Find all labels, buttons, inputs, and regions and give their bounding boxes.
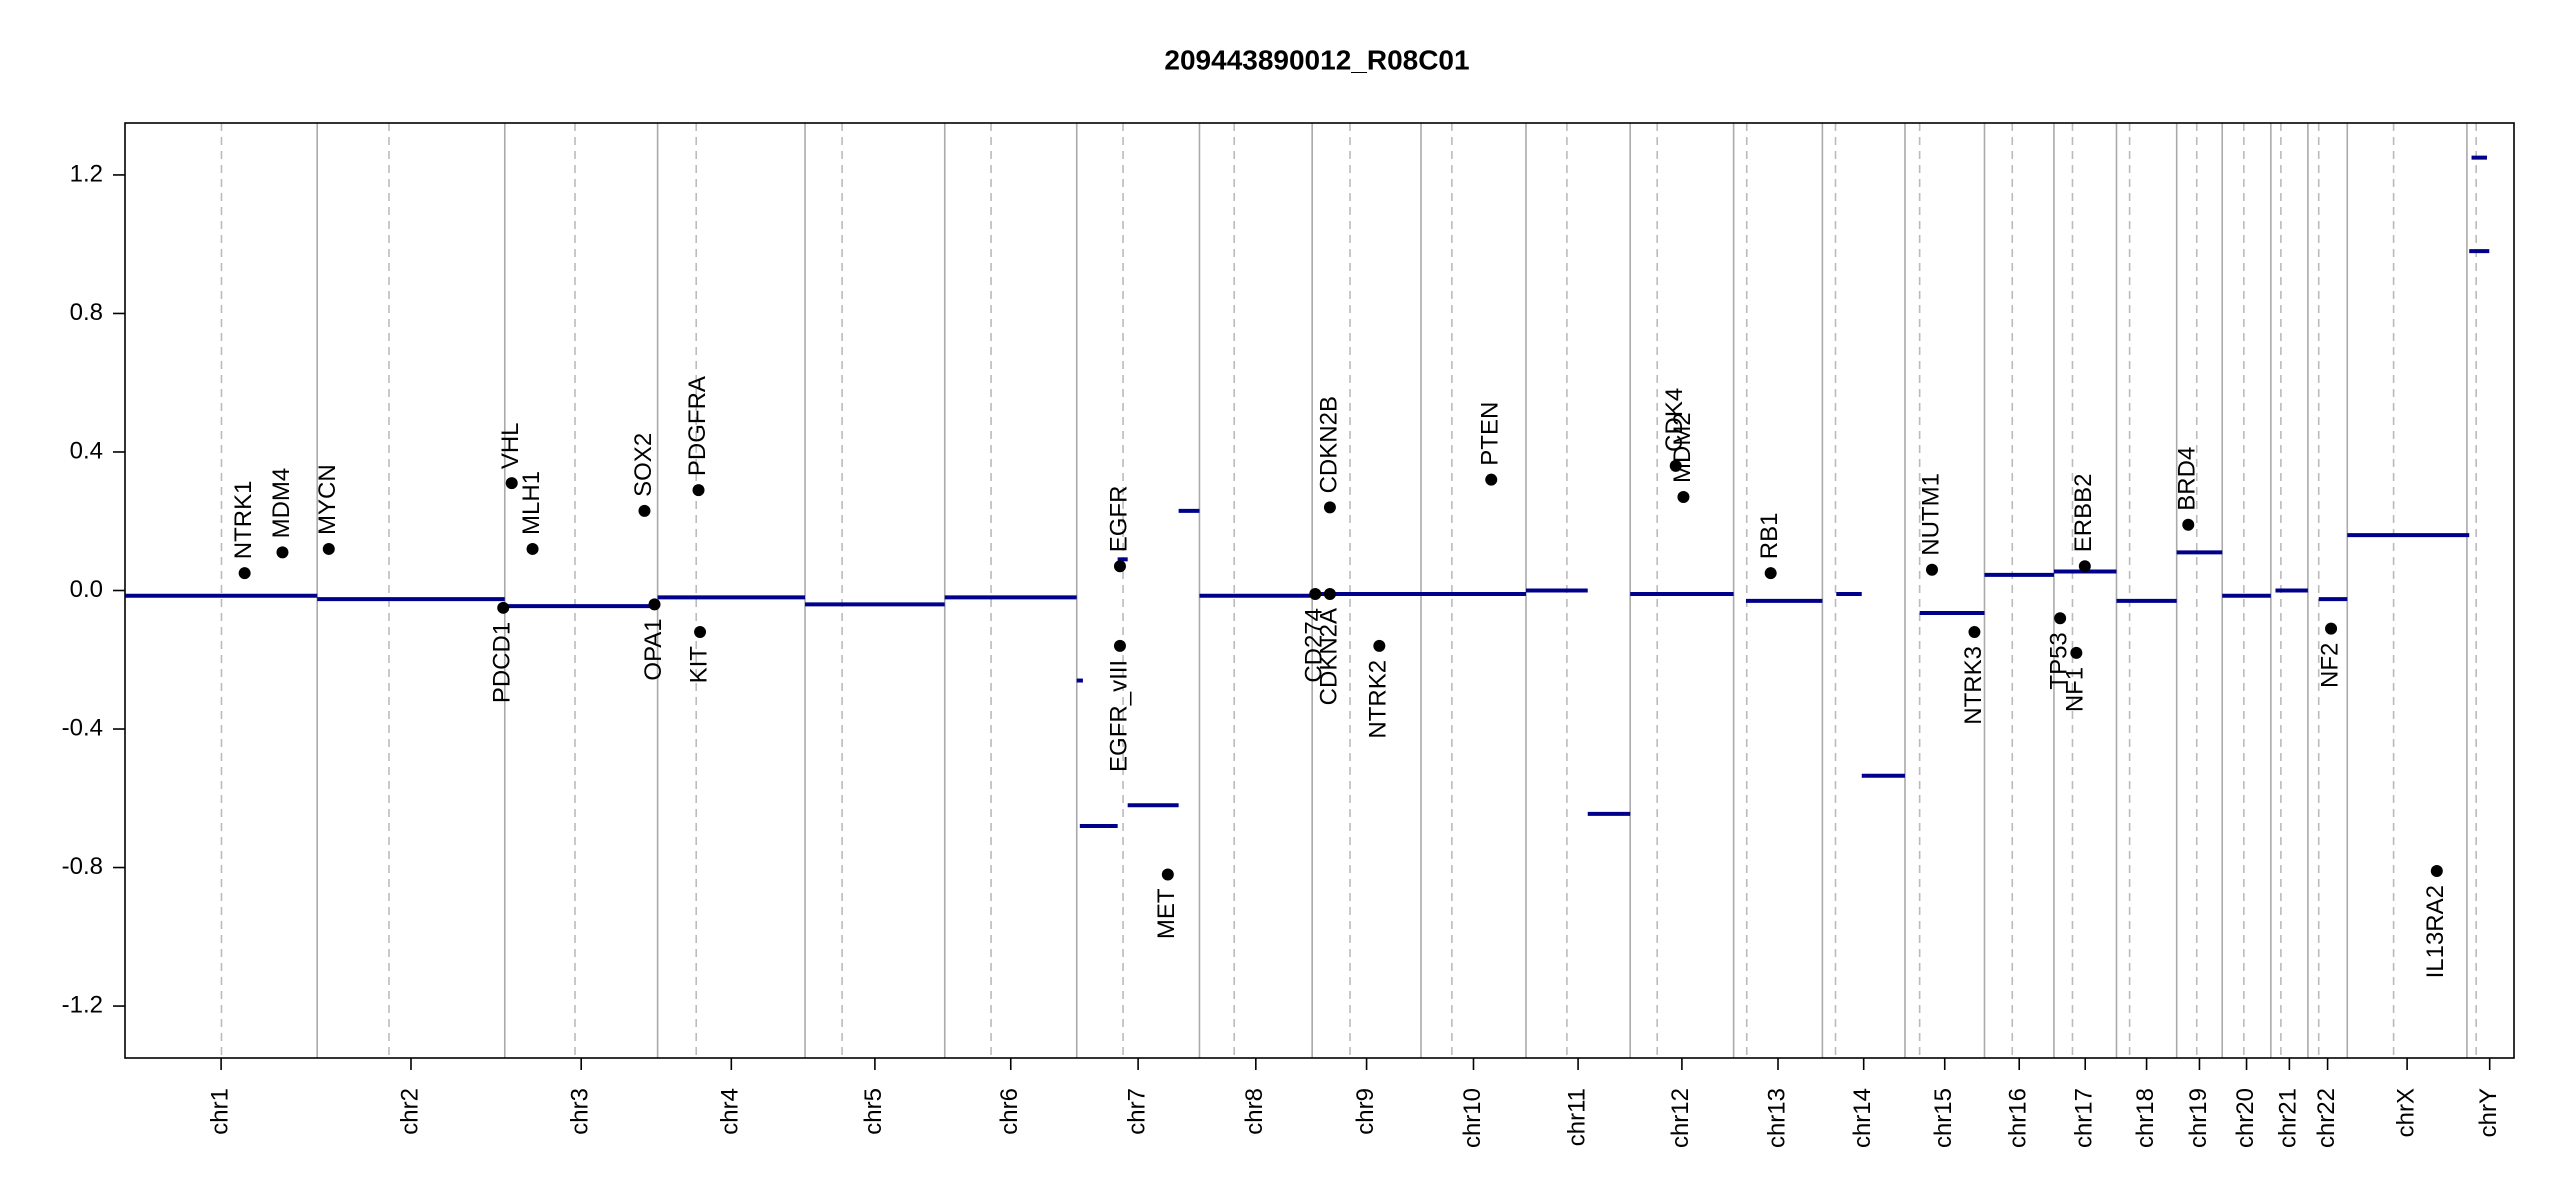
- x-tick-label: chr12: [1667, 1088, 1694, 1148]
- gene-point: [238, 567, 251, 580]
- gene-point: [2182, 518, 2195, 531]
- x-tick-label: chrY: [2475, 1088, 2502, 1137]
- x-tick-label: chr22: [2313, 1088, 2340, 1148]
- gene-point: [2070, 646, 2083, 659]
- gene-point: [2430, 865, 2443, 877]
- chart-title: 209443890012_R08C01: [1164, 44, 1469, 75]
- gene-point: [276, 546, 289, 559]
- x-tick-label: chr19: [2185, 1088, 2212, 1148]
- gene-label: NF2: [2316, 643, 2343, 688]
- x-tick-label: chr7: [1123, 1088, 1150, 1135]
- gene-label: NTRK3: [1960, 646, 1987, 725]
- y-tick-label: 0.0: [70, 576, 103, 603]
- gene-label: BRD4: [2174, 447, 2201, 511]
- gene-label: PTEN: [1477, 402, 1504, 466]
- gene-label: MDM2: [1669, 412, 1696, 483]
- gene-point: [505, 477, 518, 490]
- gene-label: VHL: [497, 422, 524, 469]
- gene-label: SOX2: [630, 433, 657, 497]
- gene-label: NTRK1: [230, 480, 257, 559]
- x-tick-label: chr1: [206, 1088, 233, 1135]
- y-tick-label: 0.8: [70, 299, 103, 326]
- x-tick-label: chr20: [2232, 1088, 2259, 1148]
- gene-point: [1113, 639, 1126, 652]
- gene-point: [497, 601, 510, 614]
- y-tick-label: -0.4: [62, 714, 103, 741]
- gene-label: TP53: [2045, 632, 2072, 689]
- gene-label: CDKN2B: [1315, 396, 1342, 493]
- x-tick-label: chr6: [996, 1088, 1023, 1135]
- x-tick-label: chr4: [717, 1088, 744, 1135]
- gene-point: [322, 542, 335, 555]
- x-tick-label: chr18: [2132, 1088, 2159, 1148]
- gene-label: OPA1: [640, 618, 667, 680]
- gene-point: [2054, 612, 2067, 625]
- gene-label: NTRK2: [1365, 660, 1392, 739]
- x-tick-label: chr8: [1241, 1088, 1268, 1135]
- x-tick-label: chr11: [1563, 1088, 1590, 1146]
- gene-point: [1677, 491, 1690, 503]
- gene-label: MLH1: [518, 471, 545, 535]
- gene-label: MYCN: [314, 464, 341, 535]
- x-tick-label: chr2: [396, 1088, 423, 1135]
- gene-label: CDK4: [1661, 388, 1688, 452]
- gene-label: IL13RA2: [2422, 885, 2449, 978]
- gene-point: [1309, 587, 1322, 600]
- gene-label: EGFR_vIII: [1105, 660, 1132, 772]
- x-tick-label: chr14: [1849, 1088, 1876, 1148]
- x-tick-label: chr3: [567, 1088, 594, 1135]
- gene-label: MET: [1153, 888, 1180, 939]
- y-tick-label: -1.2: [62, 991, 103, 1018]
- gene-label: ERBB2: [2070, 474, 2097, 553]
- gene-label: RB1: [1756, 512, 1783, 559]
- gene-label: NF1: [2062, 667, 2089, 712]
- gene-point: [1764, 567, 1777, 580]
- gene-point: [1373, 639, 1386, 652]
- plot-frame: [124, 122, 2515, 1059]
- gene-label: KIT: [685, 646, 712, 684]
- y-tick-label: -0.8: [62, 853, 103, 880]
- gene-point: [1485, 473, 1498, 486]
- gene-point: [1669, 459, 1682, 472]
- x-tick-label: chr13: [1763, 1088, 1790, 1148]
- gene-label: PDCD1: [489, 622, 516, 703]
- gene-point: [2325, 622, 2338, 635]
- x-tick-label: chr15: [1930, 1088, 1957, 1148]
- y-tick-label: 0.4: [70, 437, 103, 464]
- gene-point: [648, 598, 661, 611]
- x-tick-label: chrX: [2392, 1088, 2419, 1137]
- x-tick-label: chr5: [860, 1088, 887, 1135]
- gene-label: CDKN2A: [1315, 608, 1342, 705]
- gene-point: [694, 626, 707, 639]
- gene-label: PDGFRA: [684, 376, 711, 476]
- gene-point: [2078, 560, 2091, 573]
- x-tick-label: chr17: [2071, 1088, 2098, 1148]
- gene-label: CD274: [1301, 608, 1328, 683]
- gene-point: [638, 504, 651, 517]
- x-tick-label: chr21: [2275, 1088, 2302, 1148]
- gene-point: [1968, 626, 1981, 639]
- gene-point: [692, 484, 705, 497]
- x-tick-label: chr10: [1459, 1088, 1486, 1148]
- gene-point: [1113, 560, 1126, 573]
- gene-point: [1323, 587, 1336, 600]
- gene-label: NUTM1: [1917, 473, 1944, 556]
- x-tick-label: chr16: [2005, 1088, 2032, 1148]
- gene-point: [526, 542, 539, 555]
- x-tick-label: chr9: [1352, 1088, 1379, 1135]
- gene-point: [1925, 563, 1938, 576]
- gene-point: [1161, 868, 1174, 881]
- gene-point: [1323, 501, 1336, 514]
- gene-label: MDM4: [268, 468, 295, 539]
- y-tick-label: 1.2: [70, 160, 103, 187]
- gene-label: EGFR: [1105, 486, 1132, 553]
